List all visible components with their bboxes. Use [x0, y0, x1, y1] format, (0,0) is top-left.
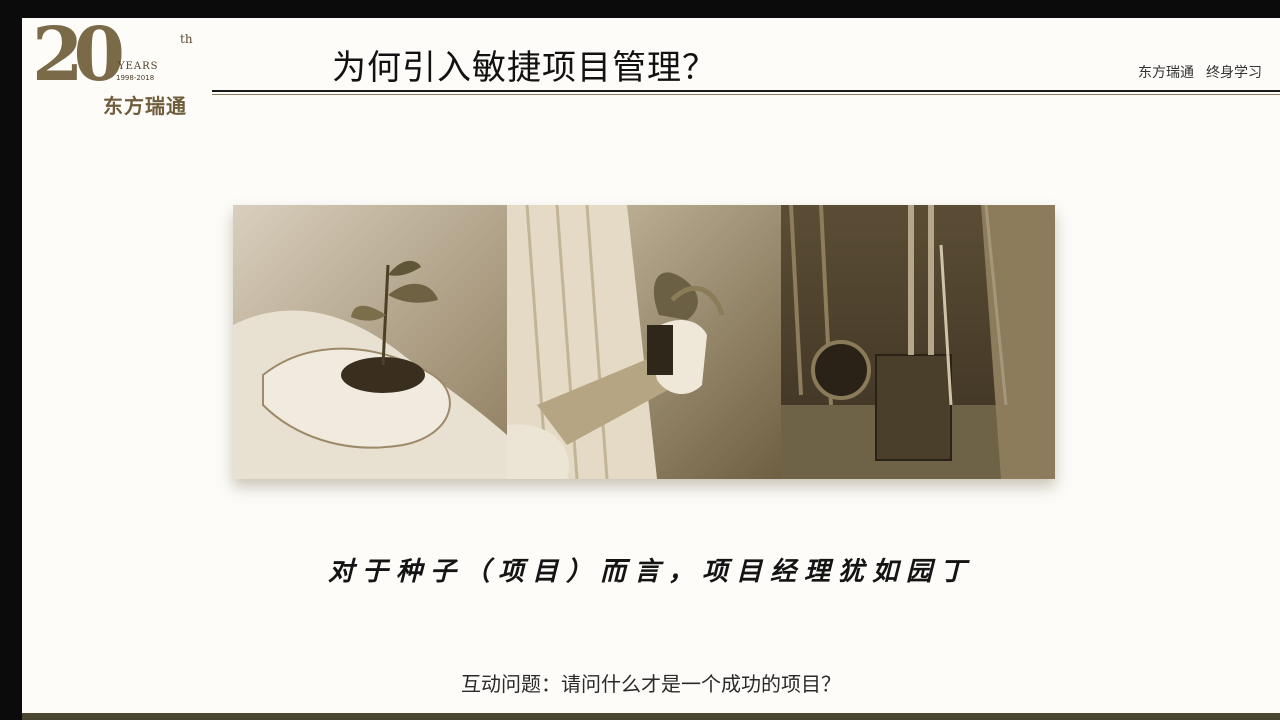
brand-name: 东方瑞通: [1138, 65, 1194, 81]
logo-superscript: th: [180, 32, 193, 46]
garden-tools-photo: [781, 205, 1055, 479]
bottom-bar: [22, 713, 1280, 720]
brand-tagline: 东方瑞通 终身学习: [1138, 62, 1274, 82]
brand-slogan: 终身学习: [1206, 65, 1262, 81]
slide-caption: 对于种子（项目）而言，项目经理犹如园丁: [22, 551, 1280, 588]
watering-plant-photo: [507, 205, 781, 479]
anniversary-logo: 20 th YEARS 1998-2018 东方瑞通: [28, 24, 238, 110]
photo-strip: [233, 205, 1055, 479]
interactive-question: 互动问题：请问什么才是一个成功的项目？: [22, 668, 1280, 697]
logo-number: 20: [32, 18, 115, 92]
slide-title: 为何引入敏捷项目管理？: [332, 40, 717, 89]
logo-company-name: 东方瑞通: [103, 90, 187, 119]
header-divider-thin: [212, 94, 1280, 95]
logo-year-range: 1998-2018: [116, 74, 154, 82]
header-divider: [212, 90, 1280, 92]
slide: 20 th YEARS 1998-2018 东方瑞通 为何引入敏捷项目管理？ 东…: [22, 18, 1280, 716]
seedling-in-hands-photo: [233, 205, 507, 479]
logo-years-label: YEARS: [118, 61, 159, 72]
